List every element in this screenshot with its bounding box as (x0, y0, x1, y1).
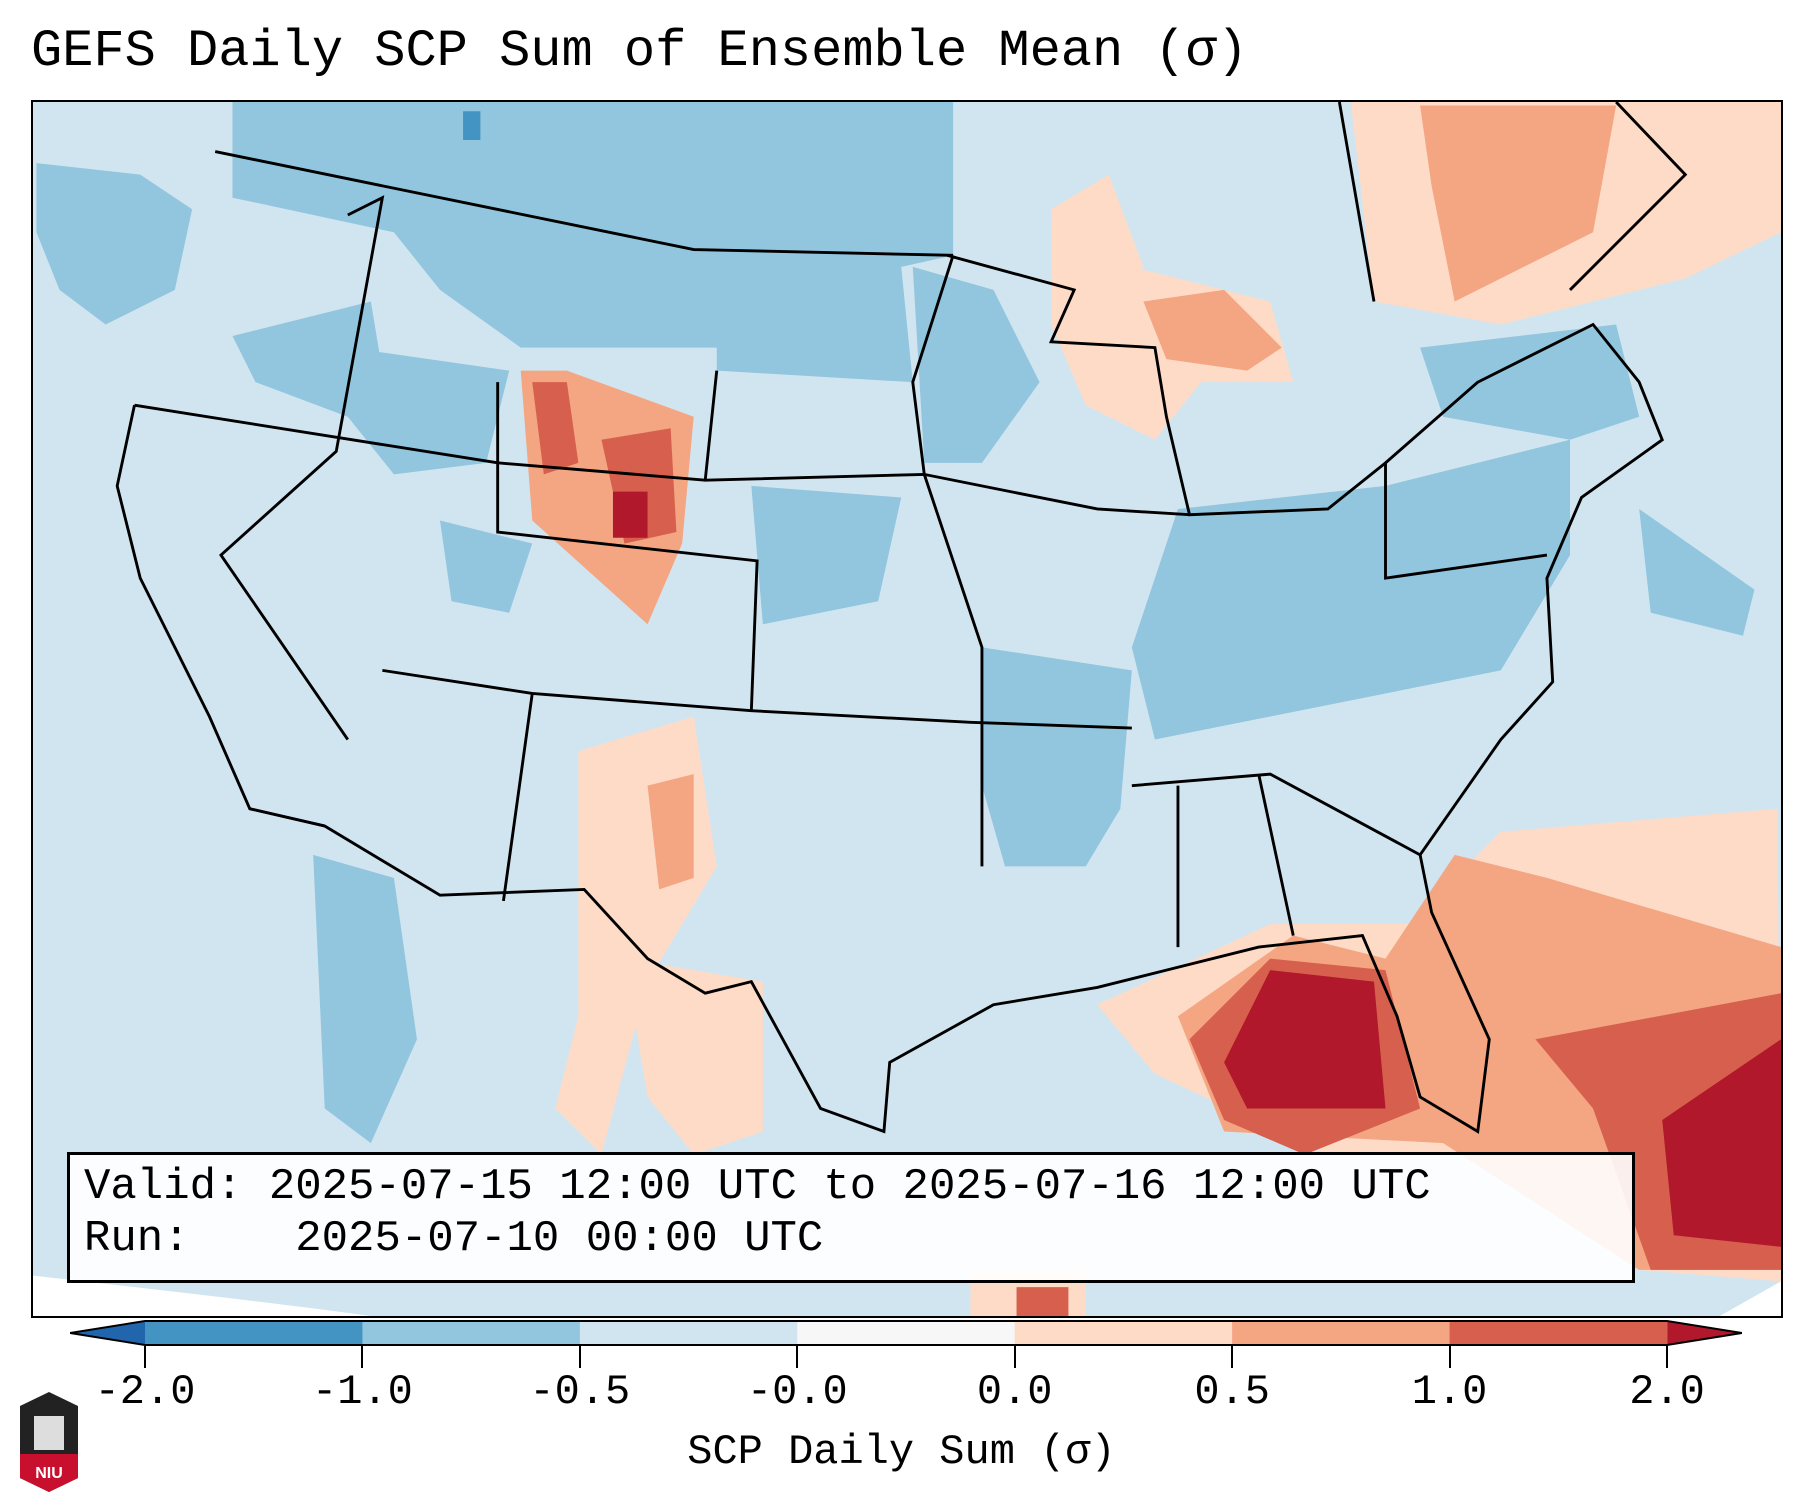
valid-label: Valid: (84, 1162, 243, 1212)
colorbar-tick (1448, 1346, 1451, 1368)
colorbar-label: SCP Daily Sum (σ) (687, 1428, 1116, 1476)
colorbar-tick-label: 2.0 (1629, 1368, 1705, 1416)
colorbar-tick-label: 0.0 (976, 1368, 1053, 1416)
run-label: Run: (84, 1214, 190, 1264)
colorbar-tick-label: -1.0 (312, 1368, 413, 1416)
colorbar-segment (797, 1321, 1016, 1345)
colorbar-tick (1231, 1346, 1234, 1368)
scp-map (33, 102, 1781, 1316)
svg-text:NIU: NIU (35, 1465, 63, 1482)
colorbar-segment (145, 1321, 363, 1345)
chart-title: GEFS Daily SCP Sum of Ensemble Mean (σ) (31, 22, 1248, 81)
valid-time: 2025-07-15 12:00 UTC to 2025-07-16 12:00… (268, 1162, 1431, 1212)
colorbar-segment (1232, 1321, 1451, 1345)
below-normal-regions (36, 102, 1755, 1144)
colorbar-tick (796, 1346, 799, 1368)
outside-domain (33, 1275, 371, 1316)
colorbar-segment (1014, 1321, 1233, 1345)
colorbar-tick-label: 1.0 (1411, 1368, 1488, 1416)
colorbar-tick-label: -0.5 (529, 1368, 631, 1416)
colorbar-segment (362, 1321, 581, 1345)
colorbar-tick (1013, 1346, 1016, 1368)
colorbar-tick-label: -2.0 (94, 1368, 196, 1416)
colorbar-extend-high (1667, 1321, 1742, 1345)
colorbar-tick (1666, 1346, 1668, 1368)
boundaries (115, 102, 1688, 1134)
map-panel (31, 100, 1783, 1318)
outside-domain (1719, 1281, 1781, 1316)
colorbar-extend-low (70, 1321, 145, 1345)
colorbar (70, 1320, 1742, 1346)
run-time: 2025-07-10 00:00 UTC (295, 1214, 824, 1264)
colorbar-segment (579, 1321, 798, 1345)
colorbar-segment (1449, 1321, 1668, 1345)
niu-logo: NIU (20, 1392, 78, 1492)
valid-run-info-box: Valid: 2025-07-15 12:00 UTC to 2025-07-1… (67, 1152, 1635, 1283)
colorbar-tick-label: -0.0 (746, 1368, 848, 1416)
colorbar-outline (70, 1320, 1742, 1346)
colorbar-tick (144, 1346, 146, 1368)
colorbar-tick (578, 1346, 581, 1368)
colorbar-tick-label: 0.5 (1194, 1368, 1270, 1416)
colorbar-tick (361, 1346, 364, 1368)
strong-below-patch (463, 111, 481, 141)
